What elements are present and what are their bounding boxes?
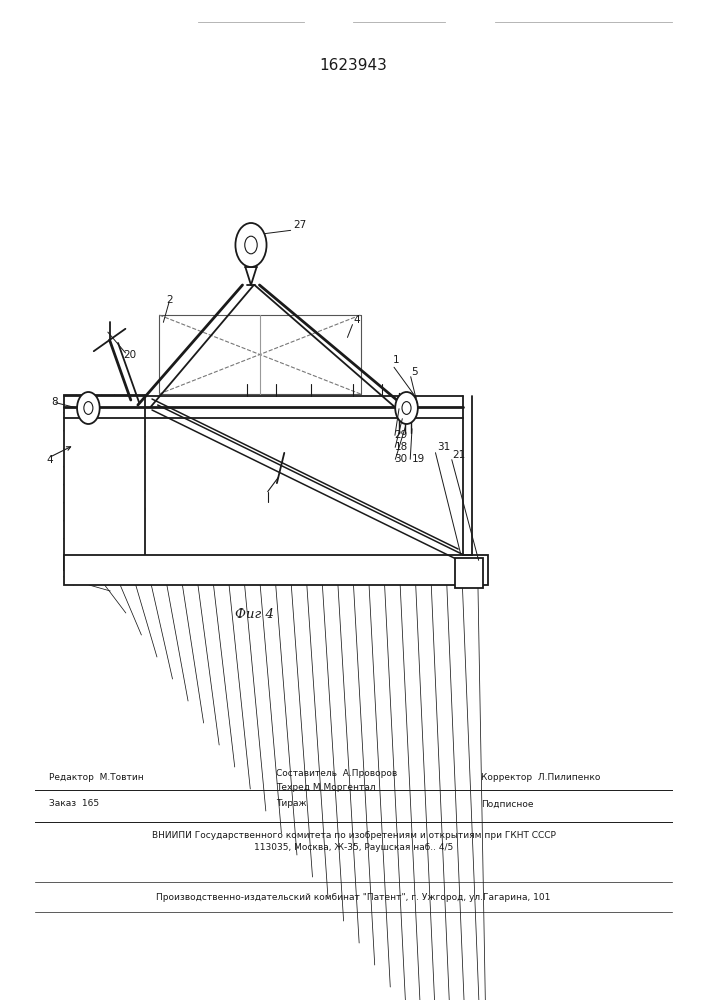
Text: 1: 1 (392, 355, 399, 365)
Text: 19: 19 (411, 454, 425, 464)
Text: 4: 4 (354, 315, 360, 325)
Circle shape (395, 392, 418, 424)
Text: 5: 5 (411, 367, 418, 377)
Text: Корректор  Л.Пилипенко: Корректор Л.Пилипенко (481, 774, 600, 782)
Text: 18: 18 (395, 442, 408, 452)
Bar (64, 395, 145, 570)
Text: 8: 8 (51, 397, 57, 407)
Text: 20: 20 (124, 350, 137, 360)
Text: 2: 2 (166, 295, 173, 305)
Text: 1623943: 1623943 (320, 58, 387, 74)
Text: Подписное: Подписное (481, 800, 533, 808)
Text: Фиг 4: Фиг 4 (235, 608, 274, 621)
Text: Составитель  А.Проворов: Составитель А.Проворов (276, 770, 397, 778)
Bar (64, 555, 488, 585)
Text: Заказ  165: Заказ 165 (49, 800, 100, 808)
Text: ВНИИПИ Государственного комитета по изобретениям и открытиям при ГКНТ СССР: ВНИИПИ Государственного комитета по изоб… (151, 830, 556, 840)
Bar (455, 558, 483, 588)
Circle shape (245, 236, 257, 254)
Text: Производственно-издательский комбинат "Патент", г. Ужгород, ул.Гагарина, 101: Производственно-издательский комбинат "П… (156, 892, 551, 902)
Text: Тираж: Тираж (276, 800, 306, 808)
Circle shape (235, 223, 267, 267)
Text: 21: 21 (452, 450, 466, 460)
Text: 27: 27 (293, 220, 307, 230)
Text: 29: 29 (395, 430, 408, 440)
Circle shape (77, 392, 100, 424)
Text: 113035, Москва, Ж-35, Раушская наб.. 4/5: 113035, Москва, Ж-35, Раушская наб.. 4/5 (254, 844, 453, 852)
Text: Техред М.Моргентал: Техред М.Моргентал (276, 782, 375, 792)
Circle shape (84, 402, 93, 414)
Text: 4: 4 (46, 455, 52, 465)
Text: Редактор  М.Товтин: Редактор М.Товтин (49, 774, 144, 782)
Text: 30: 30 (395, 454, 408, 464)
Text: 31: 31 (437, 442, 450, 452)
Circle shape (402, 402, 411, 414)
